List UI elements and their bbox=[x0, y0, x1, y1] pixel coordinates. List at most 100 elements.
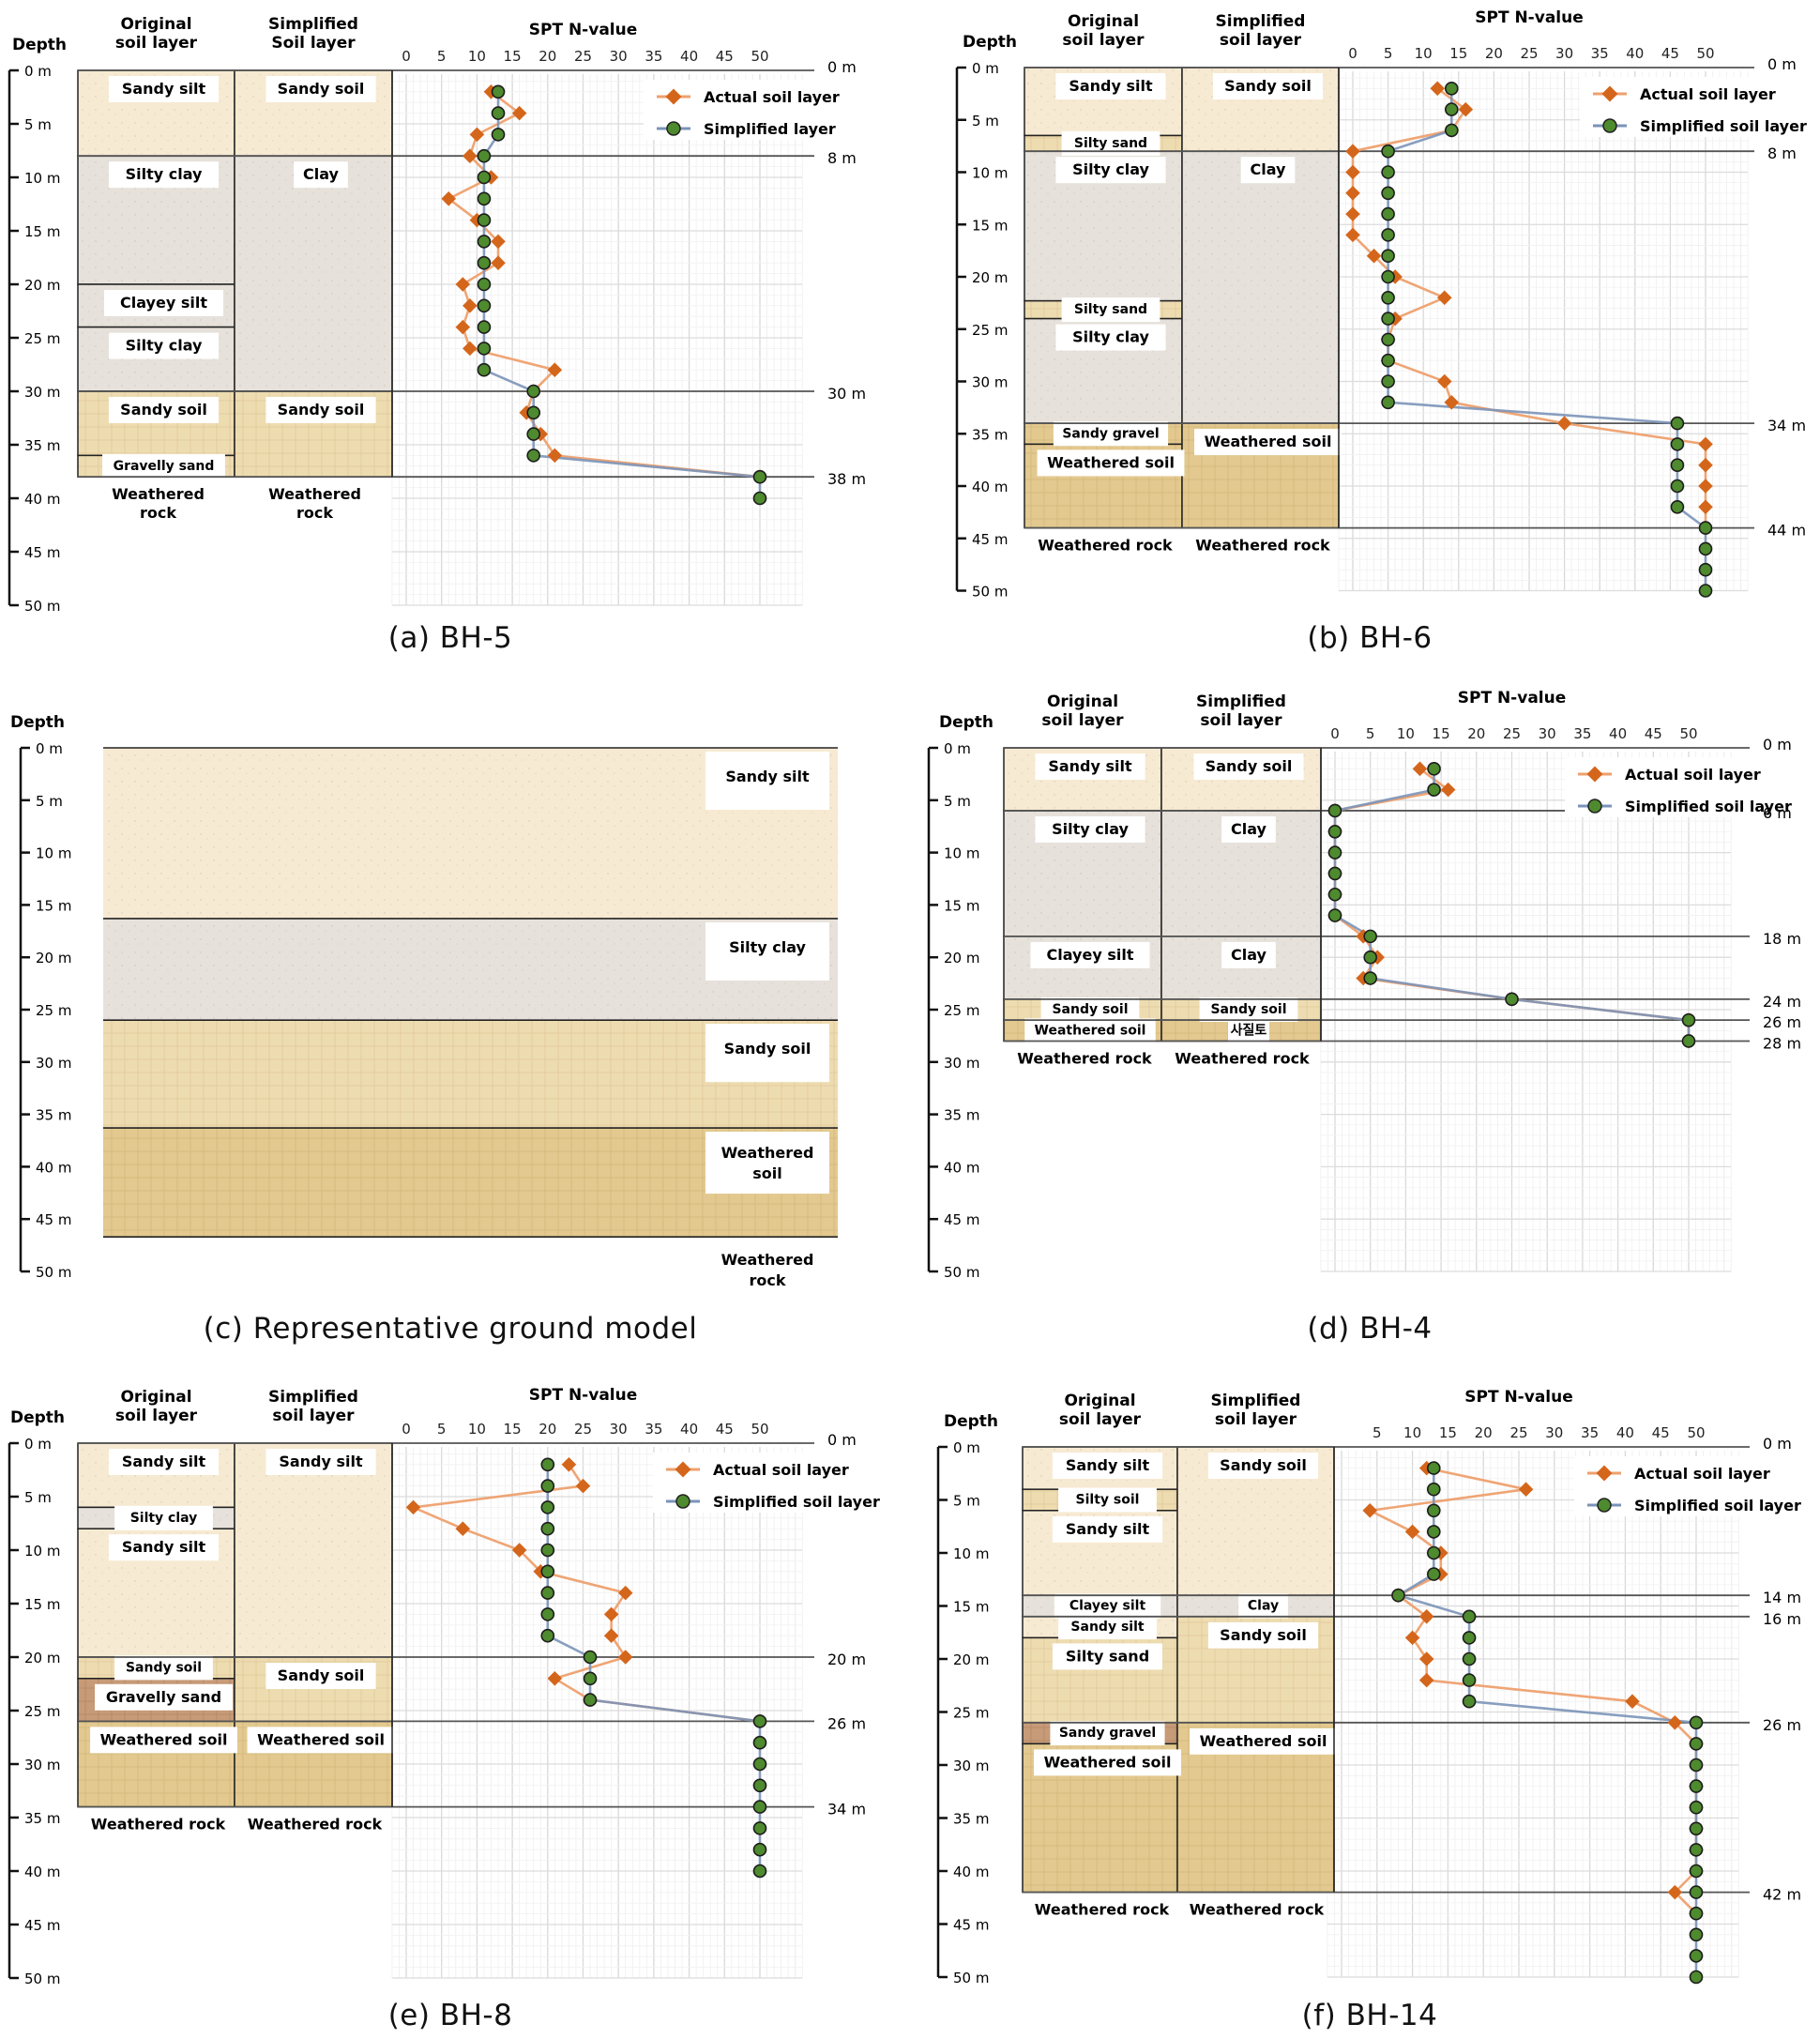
depth-axis-title: Depth bbox=[10, 1408, 65, 1427]
depth-tick-label: 20 m bbox=[972, 269, 1008, 286]
depth-tick-label: 5 m bbox=[24, 1489, 52, 1506]
layer-label: Clay bbox=[1251, 160, 1287, 178]
spt-title: SPT N-value bbox=[1475, 8, 1584, 27]
legend-simplified-label: Simplified soil layer bbox=[1640, 117, 1807, 135]
boundary-label: 38 m bbox=[827, 470, 866, 488]
caption-bh4: (d) BH-4 bbox=[1307, 1312, 1433, 1346]
simplified-data-point bbox=[1363, 971, 1378, 985]
layer-label-box bbox=[1055, 324, 1166, 351]
layer-label-box bbox=[1055, 157, 1166, 184]
layer-label: Gravelly sand bbox=[106, 1688, 221, 1706]
layer-label: Clay bbox=[1231, 946, 1267, 964]
layer-label-box bbox=[1207, 1453, 1319, 1479]
simplified-data-point bbox=[1426, 1567, 1441, 1581]
boundary-label: 24 m bbox=[1763, 993, 1801, 1011]
x-tick-label: 40 bbox=[1616, 1424, 1634, 1441]
x-tick-label: 40 bbox=[680, 1421, 698, 1438]
layer-label: Sandy silt bbox=[122, 80, 206, 98]
simplified-data-point bbox=[526, 405, 541, 420]
legend-actual-label: Actual soil layer bbox=[1634, 1465, 1770, 1483]
base-layer-label: Weathered bbox=[112, 485, 205, 503]
actual-data-point bbox=[1698, 479, 1713, 494]
layer-label-box bbox=[265, 1663, 376, 1689]
model-layer-label: Silty clay bbox=[729, 938, 806, 956]
simplified-data-point bbox=[477, 277, 492, 292]
depth-tick-label: 20 m bbox=[953, 1651, 989, 1668]
simplified-data-point bbox=[1381, 165, 1395, 179]
x-tick-label: 10 bbox=[468, 48, 486, 65]
layer-label: Sandy silt bbox=[1048, 757, 1132, 775]
original-header: Original bbox=[120, 1388, 191, 1407]
base-layer-label: Weathered rock bbox=[1175, 1049, 1310, 1067]
depth-tick-label: 10 m bbox=[972, 165, 1008, 182]
actual-data-point bbox=[1625, 1694, 1640, 1709]
base-layer-label: Weathered bbox=[268, 485, 361, 503]
layer-label-box bbox=[108, 397, 220, 423]
layer-label-box bbox=[1034, 1749, 1181, 1776]
simplified-data-point bbox=[1427, 762, 1441, 776]
simplified-data-point bbox=[1327, 845, 1342, 860]
layer-label: Sandy soil bbox=[278, 80, 365, 98]
actual-data-point bbox=[1345, 206, 1360, 221]
depth-tick-label: 5 m bbox=[944, 793, 971, 810]
depth-tick-label: 45 m bbox=[944, 1211, 979, 1228]
actual-data-point bbox=[1345, 227, 1360, 243]
layer-label: Sandy soil bbox=[1206, 757, 1293, 775]
layer-label: Clayey silt bbox=[1069, 1599, 1146, 1614]
layer-label-box bbox=[1190, 1727, 1337, 1755]
depth-tick-label: 35 m bbox=[24, 1810, 60, 1827]
depth-axis-title: Depth bbox=[939, 713, 993, 732]
caption-bh14: (f) BH-14 bbox=[1301, 1999, 1438, 2032]
simplified-data-point bbox=[477, 191, 492, 206]
boundary-label: 0 m bbox=[1763, 1435, 1792, 1453]
x-tick-label: 20 bbox=[1475, 1424, 1493, 1441]
layer-label-box bbox=[1037, 449, 1185, 477]
layer-label: Clay bbox=[1248, 1599, 1279, 1614]
simplified-layer-block bbox=[1181, 150, 1340, 424]
depth-tick-label: 35 m bbox=[972, 426, 1008, 443]
x-tick-label: 50 bbox=[751, 1421, 768, 1438]
simplified-header: Simplified bbox=[1216, 12, 1306, 31]
legend-simplified-label: Simplified soil layer bbox=[713, 1493, 880, 1511]
layer-label-box bbox=[114, 1655, 213, 1681]
original-header: soil layer bbox=[115, 1407, 198, 1425]
actual-data-point bbox=[1698, 499, 1713, 515]
depth-tick-label: 35 m bbox=[24, 437, 60, 454]
simplified-data-point bbox=[1689, 1906, 1704, 1921]
simplified-data-point bbox=[540, 1479, 555, 1493]
layer-label: Silty clay bbox=[130, 1511, 198, 1526]
legend-actual-label: Actual soil layer bbox=[1640, 85, 1776, 103]
actual-data-point bbox=[463, 148, 478, 163]
x-tick-label: 50 bbox=[1679, 725, 1697, 742]
x-tick-label: 40 bbox=[680, 48, 698, 65]
x-tick-label: 20 bbox=[1485, 45, 1503, 62]
boundary-label: 0 m bbox=[1763, 736, 1792, 753]
simplified-data-point bbox=[1670, 499, 1685, 514]
simplified-data-point bbox=[540, 1500, 555, 1514]
simplified-data-point bbox=[477, 342, 492, 356]
depth-tick-label: 50 m bbox=[24, 1971, 60, 1987]
boundary-label: 8 m bbox=[827, 149, 857, 167]
x-tick-label: 0 bbox=[1348, 45, 1357, 62]
layer-label-box bbox=[1052, 1515, 1163, 1543]
layer-label-box bbox=[1240, 157, 1296, 184]
boundary-label: 8 m bbox=[1767, 145, 1797, 162]
layer-label-box bbox=[1221, 815, 1276, 843]
boundary-label: 20 m bbox=[827, 1651, 866, 1668]
layer-label-box bbox=[108, 1449, 220, 1475]
x-tick-label: 15 bbox=[1439, 1424, 1457, 1441]
x-tick-label: 5 bbox=[1384, 45, 1393, 62]
model-label-box bbox=[705, 752, 829, 810]
legend-simplified-marker bbox=[1602, 118, 1617, 133]
depth-tick-label: 45 m bbox=[24, 1917, 60, 1934]
layer-label-box bbox=[1040, 997, 1140, 1022]
spt-title: SPT N-value bbox=[1458, 689, 1567, 708]
x-tick-label: 5 bbox=[437, 48, 447, 65]
layer-label: Silty clay bbox=[1072, 160, 1149, 178]
layer-label-box bbox=[1238, 1593, 1288, 1619]
boundary-label: 28 m bbox=[1763, 1034, 1801, 1052]
actual-data-point bbox=[1698, 436, 1713, 452]
simplified-data-point bbox=[491, 128, 506, 142]
simplified-data-point bbox=[1381, 374, 1395, 388]
simplified-layer-block bbox=[234, 1442, 393, 1658]
